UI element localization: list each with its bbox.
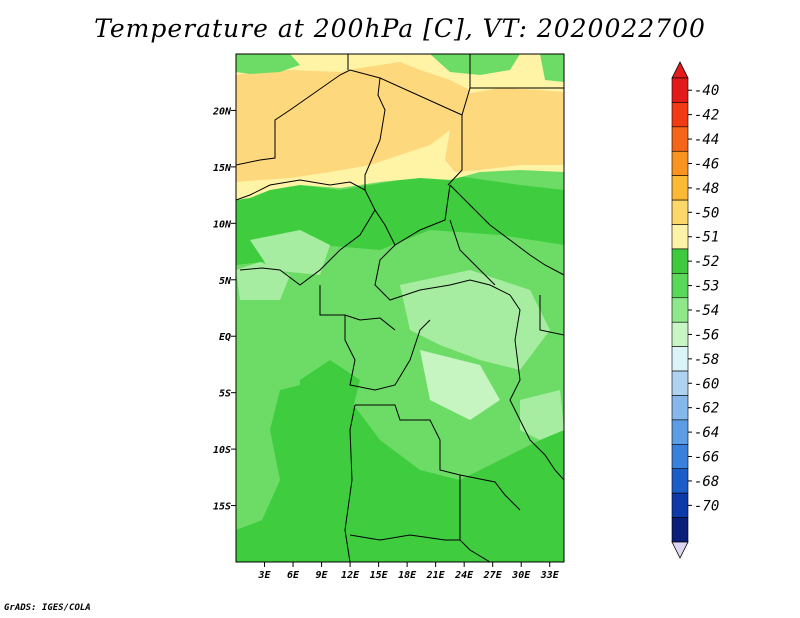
lon-tick-label: 30E bbox=[511, 570, 531, 581]
lon-tick-label: 12E bbox=[341, 570, 360, 581]
colorbar-label: -53 bbox=[694, 279, 719, 295]
lat-tick-label: 5N bbox=[219, 276, 232, 287]
colorbar-swatch bbox=[671, 297, 689, 323]
colorbar-label: -60 bbox=[694, 376, 719, 392]
orange-region-east bbox=[445, 88, 564, 172]
light-south bbox=[236, 430, 280, 530]
lon-tick-label: 21E bbox=[426, 570, 446, 581]
colorbar-swatch bbox=[671, 346, 689, 372]
lat-tick-label: 20N bbox=[212, 106, 232, 117]
lon-tick-label: 15E bbox=[370, 570, 389, 581]
colorbar-label: -42 bbox=[694, 108, 719, 124]
lat-tick-label: 10S bbox=[213, 445, 231, 456]
lat-tick-label: 5S bbox=[219, 389, 231, 400]
colorbar-label: -66 bbox=[694, 450, 719, 466]
light-south-2 bbox=[520, 390, 564, 440]
colorbar-swatch bbox=[671, 517, 689, 543]
light-patch-4 bbox=[420, 350, 500, 420]
axis-ticks: 20N 15N 10N 5N EQ 5S 10S 15S 3E 6E 9E 12E 15E 18E 21E 2… bbox=[212, 106, 560, 581]
colorbar-swatch bbox=[671, 321, 689, 347]
temperature-field bbox=[236, 54, 564, 562]
colorbar-label: -64 bbox=[694, 425, 719, 441]
colorbar-label: -48 bbox=[694, 181, 719, 197]
colorbar-label: -50 bbox=[694, 205, 719, 221]
light-patch-3 bbox=[236, 262, 290, 300]
plot-frame bbox=[235, 53, 565, 563]
lon-tick-label: 18E bbox=[398, 570, 417, 581]
colorbar-label: -44 bbox=[694, 132, 719, 148]
colorbar-swatch bbox=[671, 150, 689, 176]
colorbar-swatch bbox=[671, 175, 689, 201]
colorbar-swatch bbox=[671, 77, 689, 103]
colorbar-bottom-arrow bbox=[671, 541, 689, 559]
colorbar-swatch bbox=[671, 273, 689, 299]
lon-tick-label: 24E bbox=[454, 570, 474, 581]
colorbar: -40 -42 -44 -46 -48 -50 -51 -52 -53 -54 -56 -58 -60 -… bbox=[671, 61, 719, 559]
green-top-1 bbox=[236, 54, 300, 74]
colorbar-label: -46 bbox=[694, 156, 719, 172]
lat-tick-label: EQ bbox=[219, 332, 231, 343]
colorbar-swatch bbox=[671, 468, 689, 494]
colorbar-swatch bbox=[671, 102, 689, 128]
lon-tick-label: 27E bbox=[483, 570, 503, 581]
colorbar-swatch bbox=[671, 248, 689, 274]
lon-tick-label: 33E bbox=[540, 570, 560, 581]
colorbar-swatch bbox=[671, 199, 689, 225]
green-top-3 bbox=[540, 54, 564, 82]
colorbar-label: -51 bbox=[694, 230, 719, 246]
colorbar-swatch bbox=[671, 395, 689, 421]
colorbar-swatch bbox=[671, 224, 689, 250]
lat-tick-label: 15N bbox=[213, 163, 232, 174]
colorbar-top-arrow bbox=[671, 61, 689, 79]
lon-tick-label: 3E bbox=[257, 570, 271, 581]
lon-tick-label: 9E bbox=[316, 570, 329, 581]
colorbar-swatch bbox=[671, 419, 689, 445]
colorbar-swatch bbox=[671, 370, 689, 396]
green-top-2 bbox=[430, 54, 520, 75]
lat-tick-label: 10N bbox=[213, 219, 232, 230]
light-patch-2 bbox=[250, 230, 330, 275]
colorbar-label: -58 bbox=[694, 352, 719, 368]
lat-tick-label: 15S bbox=[213, 502, 231, 513]
colorbar-label: -52 bbox=[694, 254, 719, 270]
country-borders bbox=[236, 54, 564, 562]
colorbar-swatch bbox=[671, 444, 689, 470]
map-title: Temperature at 200hPa [C], VT: 202002270… bbox=[94, 14, 706, 43]
colorbar-label: -56 bbox=[694, 327, 719, 343]
green-south-2 bbox=[300, 360, 360, 440]
colorbar-label: -68 bbox=[694, 474, 719, 490]
colorbar-label: -40 bbox=[694, 83, 719, 99]
light-patch-1 bbox=[400, 270, 550, 370]
colorbar-label: -70 bbox=[694, 498, 719, 514]
lon-tick-label: 6E bbox=[287, 570, 300, 581]
colorbar-label: -62 bbox=[694, 401, 719, 417]
colorbar-label: -54 bbox=[694, 303, 719, 319]
colorbar-swatch bbox=[671, 492, 689, 518]
colorbar-swatch bbox=[671, 126, 689, 152]
grads-credit: GrADS: IGES/COLA bbox=[4, 603, 91, 613]
